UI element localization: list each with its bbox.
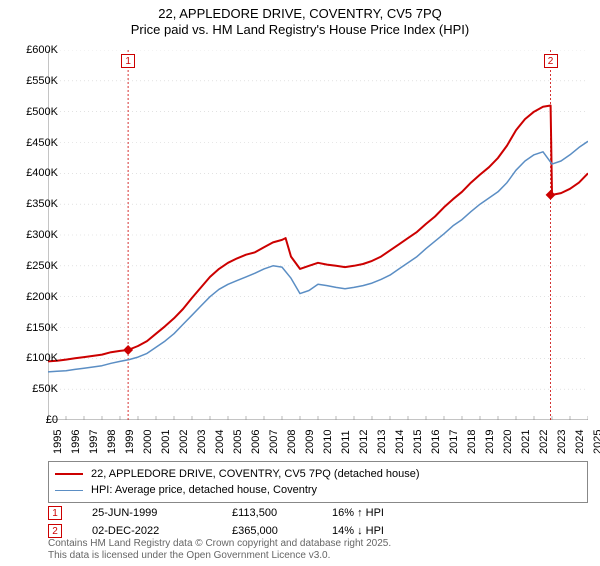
x-tick-label: 2025 (592, 430, 600, 454)
transaction-num: 1 (52, 508, 58, 519)
y-tick-label: £100K (26, 352, 58, 364)
y-tick-label: £50K (32, 383, 58, 395)
x-tick-label: 2013 (376, 430, 388, 454)
legend-label: HPI: Average price, detached house, Cove… (91, 484, 317, 496)
x-tick-label: 2007 (268, 430, 280, 454)
y-tick-label: £200K (26, 291, 58, 303)
chart-svg (48, 50, 588, 420)
x-tick-label: 2011 (340, 430, 352, 454)
x-tick-label: 2015 (412, 430, 424, 454)
x-tick-label: 2024 (574, 430, 586, 454)
x-tick-label: 2009 (304, 430, 316, 454)
footer-line: This data is licensed under the Open Gov… (48, 550, 391, 562)
y-tick-label: £550K (26, 75, 58, 87)
x-tick-label: 2008 (286, 430, 298, 454)
chart-plot-area (48, 50, 588, 420)
transaction-price: £113,500 (232, 507, 332, 519)
x-tick-label: 2014 (394, 430, 406, 454)
x-tick-label: 2016 (430, 430, 442, 454)
transaction-row: 1 25-JUN-1999 £113,500 16% ↑ HPI (48, 504, 588, 522)
transaction-marker-box: 1 (48, 506, 62, 520)
x-tick-label: 2018 (466, 430, 478, 454)
transaction-price: £365,000 (232, 525, 332, 537)
legend-row: HPI: Average price, detached house, Cove… (55, 482, 581, 498)
x-tick-label: 2012 (358, 430, 370, 454)
y-tick-label: £400K (26, 167, 58, 179)
x-tick-label: 2020 (502, 430, 514, 454)
y-tick-label: £300K (26, 229, 58, 241)
y-tick-label: £250K (26, 260, 58, 272)
y-tick-label: £350K (26, 198, 58, 210)
y-tick-label: £450K (26, 137, 58, 149)
x-tick-label: 2004 (214, 430, 226, 454)
x-tick-label: 2010 (322, 430, 334, 454)
x-tick-label: 2005 (232, 430, 244, 454)
x-tick-label: 2000 (142, 430, 154, 454)
x-tick-label: 1995 (52, 430, 64, 454)
x-tick-label: 2022 (538, 430, 550, 454)
y-tick-label: £0 (46, 414, 58, 426)
y-tick-label: £150K (26, 322, 58, 334)
x-tick-label: 1998 (106, 430, 118, 454)
x-tick-label: 2017 (448, 430, 460, 454)
x-tick-label: 1997 (88, 430, 100, 454)
x-tick-label: 2019 (484, 430, 496, 454)
y-tick-label: £600K (26, 44, 58, 56)
x-tick-label: 2002 (178, 430, 190, 454)
x-tick-label: 2003 (196, 430, 208, 454)
transaction-date: 25-JUN-1999 (92, 507, 232, 519)
legend-label: 22, APPLEDORE DRIVE, COVENTRY, CV5 7PQ (… (91, 468, 420, 480)
transaction-num: 2 (52, 526, 58, 537)
chart-container: 22, APPLEDORE DRIVE, COVENTRY, CV5 7PQ P… (0, 6, 600, 566)
legend-row: 22, APPLEDORE DRIVE, COVENTRY, CV5 7PQ (… (55, 466, 581, 482)
x-tick-label: 2021 (520, 430, 532, 454)
x-tick-label: 1999 (124, 430, 136, 454)
x-tick-label: 2001 (160, 430, 172, 454)
x-tick-label: 1996 (70, 430, 82, 454)
legend-box: 22, APPLEDORE DRIVE, COVENTRY, CV5 7PQ (… (48, 461, 588, 503)
transaction-pct: 14% ↓ HPI (332, 525, 452, 537)
chart-title: 22, APPLEDORE DRIVE, COVENTRY, CV5 7PQ (0, 6, 600, 21)
legend-swatch (55, 490, 83, 491)
chart-marker-label: 2 (544, 54, 558, 68)
chart-subtitle: Price paid vs. HM Land Registry's House … (0, 22, 600, 37)
x-tick-label: 2006 (250, 430, 262, 454)
footer-attribution: Contains HM Land Registry data © Crown c… (48, 538, 391, 562)
footer-line: Contains HM Land Registry data © Crown c… (48, 538, 391, 550)
x-tick-label: 2023 (556, 430, 568, 454)
y-tick-label: £500K (26, 106, 58, 118)
transaction-pct: 16% ↑ HPI (332, 507, 452, 519)
legend-swatch (55, 473, 83, 475)
transaction-marker-box: 2 (48, 524, 62, 538)
chart-marker-label: 1 (121, 54, 135, 68)
transaction-date: 02-DEC-2022 (92, 525, 232, 537)
